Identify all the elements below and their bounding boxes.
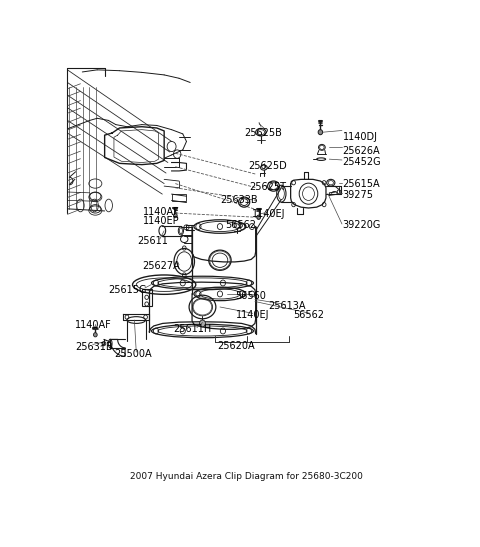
Text: 1140DJ: 1140DJ: [343, 132, 378, 142]
Text: 25452G: 25452G: [343, 156, 381, 167]
Text: 1140AF: 1140AF: [75, 320, 112, 330]
Text: 1140EP: 1140EP: [143, 217, 179, 226]
Text: 25615G: 25615G: [108, 284, 147, 295]
Circle shape: [318, 130, 323, 135]
Text: 25611H: 25611H: [173, 324, 212, 334]
Text: 25613A: 25613A: [268, 301, 306, 311]
Circle shape: [94, 333, 97, 337]
Text: 1140EJ: 1140EJ: [252, 209, 285, 219]
Text: 2007 Hyundai Azera Clip Diagram for 25680-3C200: 2007 Hyundai Azera Clip Diagram for 2568…: [130, 472, 362, 481]
Text: 25500A: 25500A: [114, 349, 152, 359]
Text: 25620A: 25620A: [218, 341, 255, 351]
Text: 25626A: 25626A: [343, 146, 380, 156]
Text: 25625D: 25625D: [248, 161, 287, 171]
Bar: [172, 194, 186, 201]
Circle shape: [173, 213, 177, 218]
Text: 56562: 56562: [293, 310, 324, 320]
Text: 25631B: 25631B: [75, 342, 112, 352]
Text: 1140AF: 1140AF: [143, 207, 180, 217]
Text: 25615A: 25615A: [343, 179, 380, 189]
Circle shape: [257, 215, 261, 219]
Text: 25633B: 25633B: [220, 195, 258, 206]
Text: 25611: 25611: [137, 236, 168, 246]
Circle shape: [200, 320, 205, 327]
Text: 25625B: 25625B: [244, 128, 282, 138]
Text: 39220G: 39220G: [343, 220, 381, 230]
Text: 56562: 56562: [226, 220, 256, 230]
Text: 56560: 56560: [236, 290, 266, 301]
Text: 25627A: 25627A: [143, 261, 180, 271]
Bar: [142, 289, 152, 306]
Text: 1140EJ: 1140EJ: [236, 310, 269, 320]
Text: 39275: 39275: [343, 189, 374, 200]
Text: 25625T: 25625T: [250, 182, 287, 192]
